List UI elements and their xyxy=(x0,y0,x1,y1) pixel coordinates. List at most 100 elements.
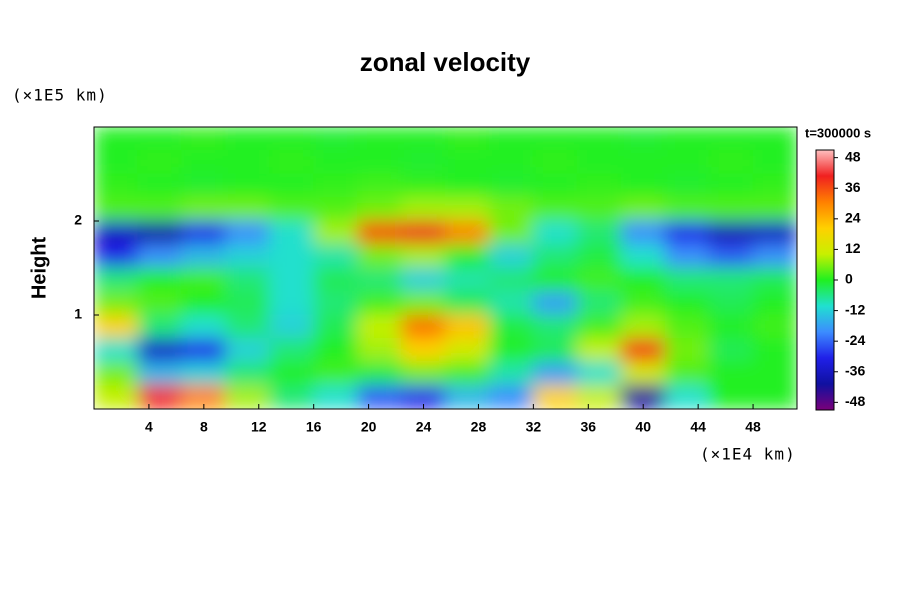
cell xyxy=(137,267,183,292)
cell xyxy=(313,267,359,292)
colorbar-tick-label: 36 xyxy=(845,179,861,195)
cell xyxy=(181,338,227,363)
cell xyxy=(225,244,271,269)
cell xyxy=(620,197,666,222)
x-tick-label: 32 xyxy=(526,419,542,435)
cell xyxy=(532,127,578,151)
cell xyxy=(181,197,227,222)
y-axis-label: Height xyxy=(28,237,50,300)
cell xyxy=(357,244,403,269)
colorbar-tick-label: -24 xyxy=(845,332,865,348)
cell xyxy=(357,385,403,409)
cell xyxy=(225,197,271,222)
cell xyxy=(664,150,710,175)
cell xyxy=(664,361,710,386)
cell xyxy=(94,338,139,363)
x-tick-label: 20 xyxy=(361,419,377,435)
colorbar-tick-label: 12 xyxy=(845,240,861,256)
cell xyxy=(445,197,490,222)
cell xyxy=(181,244,227,269)
cell xyxy=(445,267,490,292)
x-tick-label: 36 xyxy=(581,419,597,435)
colorbar-tick-label: -12 xyxy=(845,301,865,317)
cell xyxy=(576,338,622,363)
cell xyxy=(94,314,139,339)
cell xyxy=(488,173,534,198)
cell xyxy=(94,267,139,292)
cell xyxy=(488,338,534,363)
cell xyxy=(752,314,797,339)
x-tick-label: 16 xyxy=(306,419,322,435)
cell xyxy=(357,173,403,198)
cell xyxy=(225,267,271,292)
cell xyxy=(708,197,754,222)
cell xyxy=(532,220,578,245)
cell xyxy=(752,338,797,363)
cell xyxy=(752,127,797,151)
colorbar-tick-label: -48 xyxy=(845,393,865,409)
cell xyxy=(137,291,183,316)
cell xyxy=(752,220,797,245)
cell xyxy=(445,314,490,339)
cell xyxy=(357,291,403,316)
cell xyxy=(269,220,315,245)
cell xyxy=(488,385,534,409)
cell xyxy=(357,150,403,175)
cell xyxy=(225,338,271,363)
x-tick-label: 40 xyxy=(635,419,651,435)
cell xyxy=(313,197,359,222)
cell xyxy=(445,220,490,245)
cell xyxy=(708,314,754,339)
cell xyxy=(708,220,754,245)
cell xyxy=(445,150,490,175)
cell xyxy=(401,361,446,386)
cell xyxy=(620,338,666,363)
cell xyxy=(708,385,754,409)
cell xyxy=(664,291,710,316)
cell xyxy=(708,127,754,151)
plot-frame xyxy=(93,126,798,410)
cell xyxy=(225,173,271,198)
cell xyxy=(664,314,710,339)
cell xyxy=(137,127,183,151)
cell xyxy=(313,173,359,198)
cell xyxy=(576,361,622,386)
cell xyxy=(620,173,666,198)
cell xyxy=(488,220,534,245)
cell xyxy=(532,338,578,363)
cell xyxy=(181,220,227,245)
cell xyxy=(620,127,666,151)
cell xyxy=(532,267,578,292)
cell xyxy=(752,244,797,269)
y-tick-label: 1 xyxy=(74,306,82,322)
cell xyxy=(620,150,666,175)
cell xyxy=(401,267,446,292)
cell xyxy=(532,291,578,316)
cell xyxy=(137,150,183,175)
colorbar-tick-label: 0 xyxy=(845,271,853,287)
cell xyxy=(664,338,710,363)
cell xyxy=(708,244,754,269)
cell xyxy=(357,267,403,292)
cell xyxy=(269,314,315,339)
cell xyxy=(269,267,315,292)
cell xyxy=(225,127,271,151)
field xyxy=(94,127,797,409)
cell xyxy=(313,244,359,269)
chart-title: zonal velocity xyxy=(360,47,531,77)
cell xyxy=(532,244,578,269)
x-tick-label: 8 xyxy=(200,419,208,435)
cell xyxy=(313,361,359,386)
cell xyxy=(181,291,227,316)
cell xyxy=(664,385,710,409)
cell xyxy=(94,361,139,386)
cell xyxy=(664,197,710,222)
cell xyxy=(532,150,578,175)
cell xyxy=(576,314,622,339)
x-tick-label: 12 xyxy=(251,419,267,435)
cell xyxy=(181,173,227,198)
cell xyxy=(313,291,359,316)
x-tick-label: 48 xyxy=(745,419,761,435)
cell xyxy=(708,173,754,198)
